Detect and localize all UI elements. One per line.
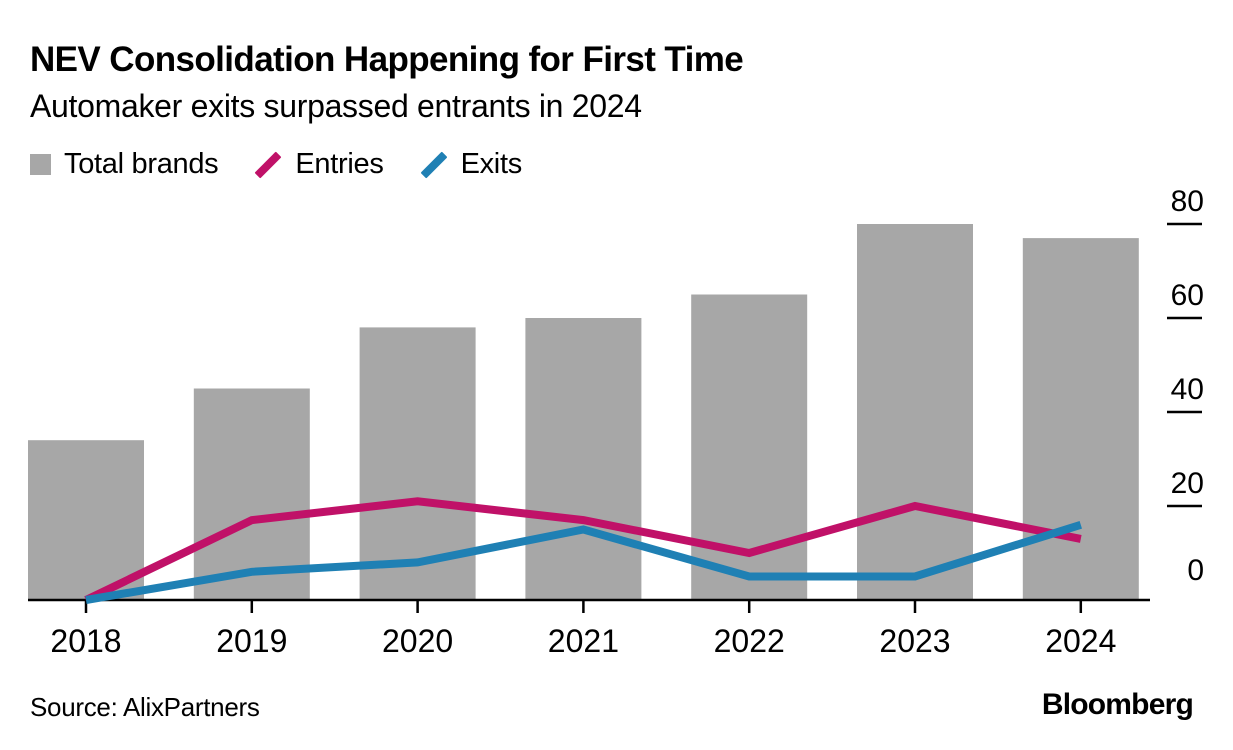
bar-2019 <box>193 388 310 600</box>
y-axis-label-60: 60 <box>1171 279 1204 312</box>
bloomberg-logo: Bloomberg <box>1041 688 1194 721</box>
bar-2023 <box>857 224 973 600</box>
chart-title: NEV Consolidation Happening for First Ti… <box>30 40 744 79</box>
source-note: Source: AlixPartners <box>30 692 260 722</box>
legend-item-entries: Entries <box>252 148 384 181</box>
exits-slash-icon <box>418 151 450 178</box>
legend: Total brands Entries Exits <box>30 148 522 181</box>
y-axis-label-0: 0 <box>1187 554 1204 587</box>
chart-plot-area: 0 20 40 60 80 2018 2019 2020 2021 2022 2023 2024 <box>28 185 1204 659</box>
x-axis-label-2021: 2021 <box>548 623 619 659</box>
legend-label: Exits <box>460 148 523 180</box>
x-axis-label-2020: 2020 <box>382 623 453 659</box>
line-exits <box>85 520 1082 604</box>
legend-label: Entries <box>295 148 384 180</box>
bar-2024 <box>1022 238 1139 600</box>
bar-2021 <box>525 318 642 600</box>
x-axis-label-2022: 2022 <box>714 623 785 659</box>
entries-slash-icon <box>252 151 284 178</box>
legend-label: Total brands <box>64 148 219 180</box>
legend-item-exits: Exits <box>418 148 522 181</box>
legend-item-total-brands: Total brands <box>30 148 219 181</box>
y-axis-label-40: 40 <box>1171 373 1204 406</box>
chart-subtitle: Automaker exits surpassed entrants in 20… <box>30 88 642 124</box>
x-axis-label-2019: 2019 <box>216 623 287 659</box>
y-axis-label-80: 80 <box>1171 185 1204 218</box>
x-axis-label-2018: 2018 <box>50 623 121 659</box>
x-axis-label-2023: 2023 <box>879 623 950 659</box>
x-axis-label-2024: 2024 <box>1045 623 1116 659</box>
bar-2018 <box>28 440 144 600</box>
total-brands-swatch-icon <box>30 154 51 175</box>
y-axis-label-20: 20 <box>1171 467 1204 500</box>
line-entries <box>84 497 1082 604</box>
